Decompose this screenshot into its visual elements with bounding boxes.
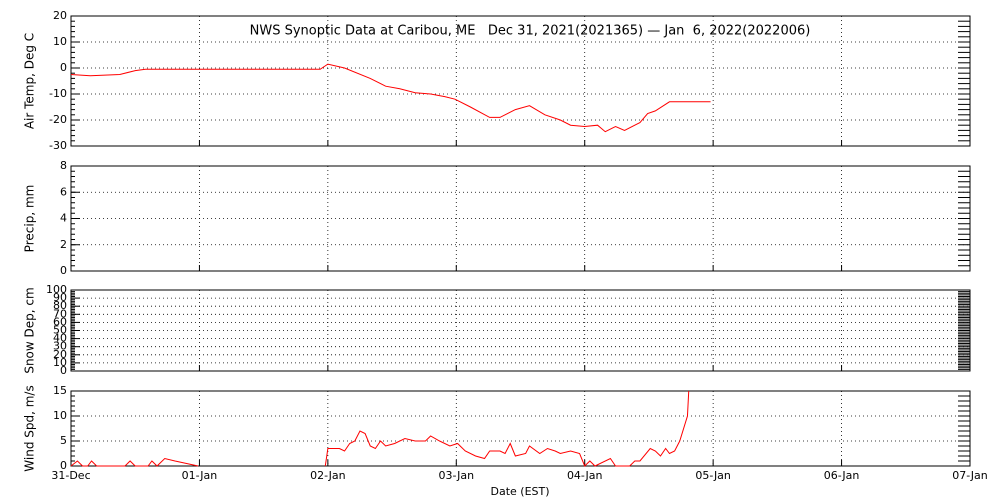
y-axis-label: Wind Spd, m/s: [23, 385, 37, 471]
x-tick-label: 06-Jan: [824, 469, 860, 482]
x-tick-label: 05-Jan: [695, 469, 731, 482]
y-tick-label: 80: [53, 299, 67, 312]
y-tick-label: 90: [53, 291, 67, 304]
x-tick-label: 02-Jan: [310, 469, 346, 482]
y-tick-label: 6: [60, 185, 67, 198]
x-tick-label: 07-Jan: [952, 469, 988, 482]
y-tick-label: -20: [49, 113, 67, 126]
plot-frame: [70, 289, 971, 372]
y-tick-label: 20: [53, 348, 67, 361]
y-tick-label: 10: [53, 356, 67, 369]
plot-frame: [70, 165, 971, 272]
y-tick-label: 10: [53, 35, 67, 48]
y-tick-label: -30: [49, 139, 67, 152]
x-tick-label: 01-Jan: [182, 469, 218, 482]
y-tick-label: 50: [53, 324, 67, 337]
x-tick-label: 31-Dec: [51, 469, 90, 482]
y-tick-label: 8: [60, 159, 67, 172]
chart-title: NWS Synoptic Data at Caribou, ME Dec 31,…: [250, 24, 811, 39]
y-tick-label: 70: [53, 307, 67, 320]
plot-frame: [70, 15, 971, 147]
data-line: [70, 63, 711, 133]
y-axis-label: Air Temp, Deg C: [23, 33, 37, 129]
y-tick-label: 5: [60, 434, 67, 447]
y-tick-label: 0: [60, 61, 67, 74]
y-tick-label: 4: [60, 212, 67, 225]
y-tick-label: 40: [53, 332, 67, 345]
y-tick-label: 30: [53, 340, 67, 353]
y-tick-label: 0: [60, 459, 67, 472]
y-tick-label: 2: [60, 238, 67, 251]
x-axis-label: Date (EST): [490, 485, 549, 498]
plot-frame: [70, 390, 971, 467]
y-axis-label: Snow Dep, cm: [23, 287, 37, 373]
y-tick-label: 15: [53, 384, 67, 397]
y-axis-label: Precip, mm: [23, 185, 37, 253]
y-tick-label: 20: [53, 9, 67, 22]
x-tick-label: 04-Jan: [567, 469, 603, 482]
y-tick-label: 10: [53, 409, 67, 422]
y-tick-label: 0: [60, 264, 67, 277]
y-tick-label: 60: [53, 315, 67, 328]
y-tick-label: 100: [46, 283, 67, 296]
data-line: [70, 390, 690, 467]
y-tick-label: 0: [60, 364, 67, 377]
x-tick-label: 03-Jan: [439, 469, 475, 482]
y-tick-label: -10: [49, 87, 67, 100]
